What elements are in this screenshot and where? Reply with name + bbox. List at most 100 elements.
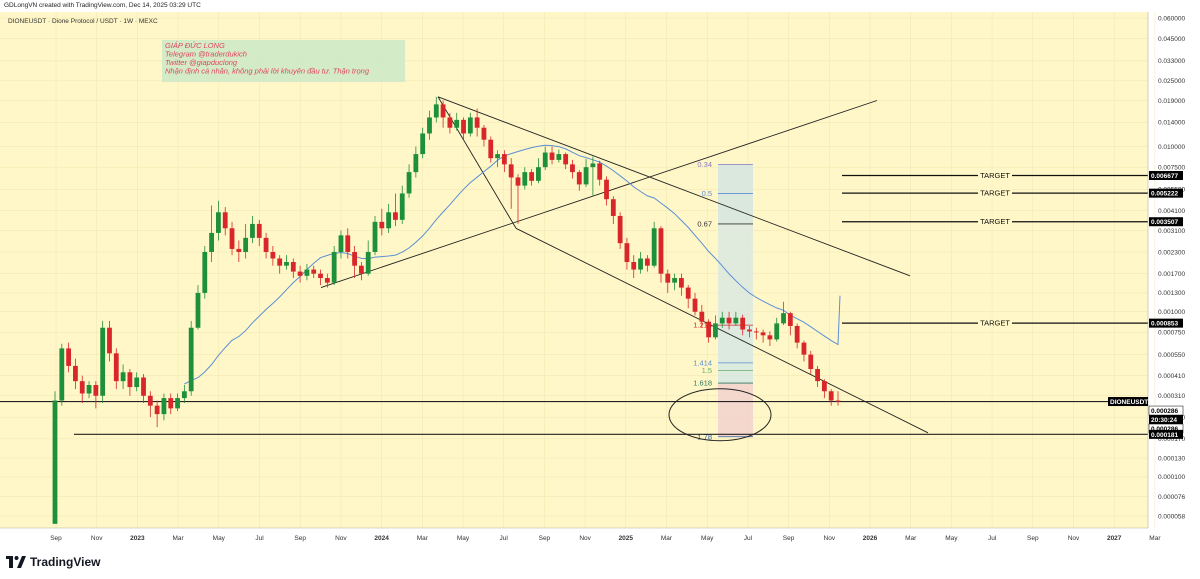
candle-body[interactable] (638, 258, 643, 270)
candle-body[interactable] (161, 398, 167, 415)
candle-body[interactable] (644, 258, 650, 266)
candle-body[interactable] (536, 167, 541, 181)
lower-downtrend-line[interactable] (515, 227, 929, 434)
time-axis[interactable]: Sep Nov 2023 Mar May Jul Sep Nov 2024 Mar May Jul Se… (0, 527, 1161, 542)
candle-body[interactable] (508, 164, 514, 178)
candle-body[interactable] (542, 152, 548, 168)
candle-body[interactable] (801, 342, 807, 355)
candle-body[interactable] (583, 167, 589, 185)
candle-body[interactable] (358, 265, 364, 274)
candle-body[interactable] (66, 348, 72, 366)
price-tag[interactable] (1149, 415, 1183, 425)
candle-body[interactable] (726, 317, 732, 324)
candle-body[interactable] (713, 323, 718, 338)
candle-body[interactable] (324, 278, 330, 283)
candle-body[interactable] (331, 251, 337, 283)
upper-downtrend-line[interactable] (437, 96, 911, 277)
candle-body[interactable] (216, 212, 221, 233)
candle-body[interactable] (760, 332, 766, 336)
candle-body[interactable] (311, 269, 317, 274)
candle-body[interactable] (563, 154, 569, 165)
candle-body[interactable] (52, 400, 58, 524)
candle-body[interactable] (821, 381, 827, 392)
candle-body[interactable] (59, 348, 65, 401)
candle-body[interactable] (420, 133, 426, 155)
candle-body[interactable] (250, 223, 255, 238)
candle-body[interactable] (815, 369, 820, 382)
candle-body[interactable] (529, 172, 535, 181)
candle-body[interactable] (808, 354, 814, 370)
candle-body[interactable] (604, 179, 609, 200)
targets[interactable]: TARGET TARGET TARGET TARGET (842, 170, 1148, 329)
candle-body[interactable] (685, 287, 691, 299)
candle-body[interactable] (107, 327, 112, 354)
candle-body[interactable] (665, 273, 671, 283)
candle-body[interactable] (304, 269, 310, 276)
candle-body[interactable] (617, 215, 623, 244)
candles[interactable] (52, 96, 841, 524)
candle-body[interactable] (774, 323, 780, 340)
price-tag[interactable] (1149, 429, 1183, 439)
candle-body[interactable] (168, 398, 174, 409)
candle-body[interactable] (828, 391, 834, 401)
candle-body[interactable] (787, 313, 793, 326)
candle-body[interactable] (86, 385, 92, 394)
candle-body[interactable] (229, 228, 235, 249)
candle-body[interactable] (284, 262, 289, 266)
candle-body[interactable] (590, 163, 596, 168)
candle-body[interactable] (719, 317, 725, 324)
candle-body[interactable] (794, 325, 800, 343)
candle-body[interactable] (747, 329, 752, 332)
candle-body[interactable] (147, 395, 153, 406)
candle-body[interactable] (181, 391, 187, 399)
candle-body[interactable] (175, 398, 180, 409)
candle-body[interactable] (679, 278, 684, 288)
candle-body[interactable] (386, 212, 392, 229)
candle-body[interactable] (222, 212, 228, 229)
candle-body[interactable] (753, 331, 759, 333)
candle-body[interactable] (277, 258, 283, 266)
candle-body[interactable] (576, 172, 582, 185)
candle-body[interactable] (195, 292, 201, 328)
candle-body[interactable] (481, 127, 487, 140)
candle-body[interactable] (113, 353, 119, 382)
price-tag[interactable] (1149, 171, 1183, 181)
candle-body[interactable] (597, 163, 603, 180)
candle-body[interactable] (338, 235, 344, 252)
candle-body[interactable] (297, 271, 303, 276)
candle-body[interactable] (202, 251, 208, 293)
candle-body[interactable] (379, 221, 385, 229)
candle-body[interactable] (706, 321, 712, 338)
candle-body[interactable] (290, 262, 296, 272)
candle-body[interactable] (120, 372, 126, 382)
candle-body[interactable] (263, 237, 269, 252)
candle-body[interactable] (672, 278, 677, 283)
candle-body[interactable] (835, 400, 841, 402)
candle-body[interactable] (127, 372, 133, 388)
candle-body[interactable] (100, 327, 106, 396)
candle-body[interactable] (345, 235, 351, 252)
candle-body[interactable] (488, 139, 494, 159)
support-ellipse[interactable] (668, 388, 772, 442)
candle-body[interactable] (154, 405, 160, 415)
candle-body[interactable] (447, 117, 453, 128)
candle-body[interactable] (549, 152, 555, 160)
candle-body[interactable] (699, 311, 705, 322)
candle-body[interactable] (365, 251, 371, 274)
candle-body[interactable] (610, 199, 616, 216)
ascending-trendline[interactable] (320, 100, 878, 289)
candle-body[interactable] (740, 317, 746, 330)
price-tag[interactable] (1108, 397, 1148, 407)
candle-body[interactable] (501, 154, 507, 165)
candle-body[interactable] (399, 193, 405, 220)
candle-body[interactable] (570, 164, 575, 173)
candle-body[interactable] (318, 273, 323, 279)
candle-body[interactable] (73, 365, 78, 382)
candle-body[interactable] (692, 298, 698, 312)
candle-body[interactable] (461, 119, 466, 134)
candle-body[interactable] (474, 117, 480, 128)
candle-body[interactable] (413, 154, 419, 173)
